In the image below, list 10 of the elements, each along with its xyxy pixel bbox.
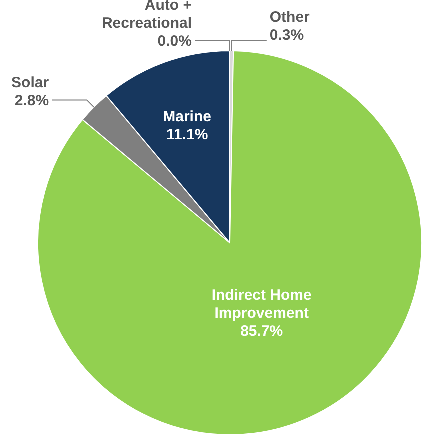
- category-label: Auto + Recreational: [102, 0, 192, 32]
- slice-label: Other: [270, 9, 310, 26]
- data-label: 2.8%: [14, 92, 50, 110]
- text: 0.0%: [158, 33, 192, 50]
- slice-label: Marine: [163, 108, 212, 126]
- slice-label: Indirect Home Improvement: [212, 286, 312, 322]
- slice-label: Solar: [12, 74, 50, 92]
- data-label: 85.7%: [240, 322, 284, 340]
- data-label: 0.3%: [270, 27, 304, 44]
- data-label: 11.1%: [166, 126, 208, 144]
